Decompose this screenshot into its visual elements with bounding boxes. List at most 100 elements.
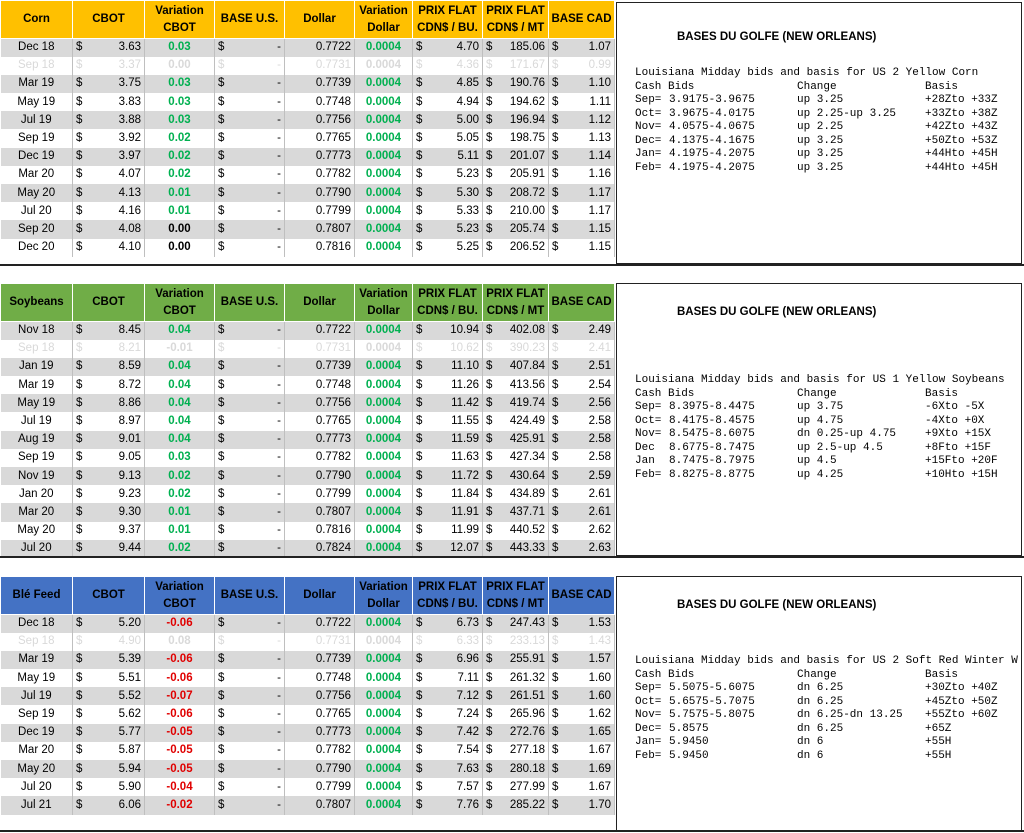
cbot-price: $4.10 (72, 238, 145, 257)
table-row: Mar 20 $4.07 0.02 $ -0.7782 0.0004 $5.23 $205.9… (0, 165, 615, 184)
table-row: Sep 19 $3.92 0.02 $ -0.7765 0.0004 $5.05 $198.7… (0, 129, 615, 148)
dollar-sign: $ (416, 41, 423, 54)
dollar-sign: $ (552, 671, 559, 684)
base-us: $ - (214, 321, 285, 340)
bid-field: Feb= (635, 749, 662, 762)
base-cad-value: 2.54 (588, 378, 611, 391)
dollar-sign: $ (552, 780, 559, 793)
prix-flat-bu: $5.25 (412, 238, 483, 257)
variation-cbot: 0.03 (144, 38, 215, 57)
prix-flat-bu-value: 5.23 (456, 222, 479, 235)
contract-month: May 19 (0, 93, 73, 112)
prix-flat-bu-value: 7.11 (457, 671, 479, 684)
bid-field: 8.8275-8.8775 (669, 468, 755, 481)
bid-field: Dec (635, 441, 655, 454)
cbot-price-value: 4.08 (118, 222, 141, 235)
prix-flat-bu: $4.36 (412, 56, 483, 75)
bid-line: Sep= 5.5075-5.6075 dn 6.25 +30Zto +40Z (635, 682, 1018, 696)
prix-flat-bu-value: 7.63 (456, 762, 479, 775)
variation-dollar: 0.0004 (354, 650, 413, 670)
bid-field: 5.6575-5.7075 (669, 695, 755, 708)
base-cad-value: 2.61 (588, 487, 611, 500)
section-divider (0, 556, 1024, 558)
cbot-price-value: 4.90 (118, 635, 141, 648)
prix-flat-bu: $7.11 (412, 669, 483, 688)
variation-cbot: -0.05 (144, 723, 215, 742)
dollar-sign: $ (218, 762, 225, 775)
bid-line: Dec= 4.1375-4.1675 up 3.25 +50Zto +53Z (635, 135, 998, 149)
bid-field: 4.1975-4.2075 (669, 148, 755, 160)
dollar-sign: $ (218, 726, 225, 739)
cbot-price: $5.20 (72, 614, 145, 633)
cbot-price-value: 5.62 (118, 708, 141, 721)
table-row: Jul 20 $5.90 -0.04 $ -0.7799 0.0004 $7.57 $277.… (0, 778, 615, 797)
variation-cbot-header: Variation CBOT (144, 576, 215, 615)
dollar-rate: 0.7739 (284, 650, 355, 670)
dollar-rate: 0.7790 (284, 760, 355, 779)
dollar-sign: $ (486, 132, 493, 145)
bid-field: +45Zto +50Z (925, 695, 998, 708)
cbot-price-value: 5.51 (118, 671, 141, 684)
base-cad: $2.54 (548, 376, 615, 395)
cbot-price: $3.97 (72, 147, 145, 166)
contract-month: Sep 19 (0, 448, 73, 467)
prix-flat-mt-value: 277.18 (509, 744, 545, 757)
cbot-price: $5.94 (72, 760, 145, 779)
dollar-sign: $ (76, 150, 83, 163)
base-cad: $1.43 (548, 632, 615, 651)
bid-field: 4.1975-4.2075 (669, 161, 755, 174)
prix-flat-mt: $440.52 (482, 521, 549, 540)
variation-cbot-header: Variation CBOT (144, 0, 215, 39)
contract-month: May 20 (0, 184, 73, 203)
panel-column-headers: Cash Bids Change Basis (635, 388, 1005, 402)
prix-flat-mt-value: 413.56 (509, 378, 545, 391)
bid-line: Sep= 3.9175-3.9675 up 3.25 +28Zto +33Z (635, 94, 998, 108)
variation-dollar: 0.0004 (354, 467, 413, 486)
bid-field: Sep= (635, 94, 662, 106)
dollar-sign: $ (76, 186, 83, 199)
section-divider (0, 264, 1024, 266)
dollar-sign: $ (76, 487, 83, 500)
prix-flat-bu: $4.85 (412, 74, 483, 94)
bid-field: Oct= (635, 695, 662, 708)
base-us-value: - (277, 324, 281, 337)
variation-dollar: 0.0004 (354, 220, 413, 239)
dollar-sign: $ (218, 542, 225, 555)
prix-flat-bu-value: 7.12 (456, 689, 479, 702)
dollar-sign: $ (218, 708, 225, 721)
base-cad: $1.15 (548, 238, 615, 257)
prix-flat-bu-value: 5.00 (456, 113, 479, 126)
dollar-sign: $ (218, 415, 225, 428)
base-us: $ - (214, 632, 285, 651)
prix-flat-mt: $196.94 (482, 111, 549, 130)
dollar-sign: $ (552, 113, 559, 126)
cbot-price: $3.63 (72, 38, 145, 57)
dollar-sign: $ (486, 241, 493, 254)
bid-field: Nov= (635, 121, 662, 133)
base-us: $ - (214, 165, 285, 184)
dollar-sign: $ (76, 542, 83, 555)
base-us: $ - (214, 430, 285, 449)
dollar-sign: $ (486, 780, 493, 793)
base-us: $ - (214, 796, 285, 815)
dollar-sign: $ (416, 150, 423, 163)
dollar-sign: $ (552, 41, 559, 54)
base-us: $ - (214, 412, 285, 431)
contract-month: Sep 19 (0, 129, 73, 148)
variation-dollar: 0.0004 (354, 614, 413, 633)
base-us-value: - (277, 744, 281, 757)
dollar-sign: $ (552, 617, 559, 630)
base-cad-value: 1.67 (588, 780, 611, 793)
dollar-rate: 0.7799 (284, 202, 355, 221)
cbot-price-value: 9.30 (118, 505, 141, 518)
bid-field: Nov= (635, 709, 662, 721)
bid-line: Nov= 5.7575-5.8075 dn 6.25-dn 13.25 +55Zto … (635, 709, 1018, 723)
prix-flat-bu: $7.42 (412, 723, 483, 742)
base-us: $ - (214, 448, 285, 467)
cash-bids-block: Louisiana Midday bids and basis for US 2… (635, 655, 1018, 763)
dollar-rate: 0.7824 (284, 539, 355, 558)
cbot-price-value: 8.86 (118, 396, 141, 409)
dollar-sign: $ (76, 396, 83, 409)
commodity-header: Soybeans (0, 283, 73, 322)
dollar-sign: $ (552, 241, 559, 254)
